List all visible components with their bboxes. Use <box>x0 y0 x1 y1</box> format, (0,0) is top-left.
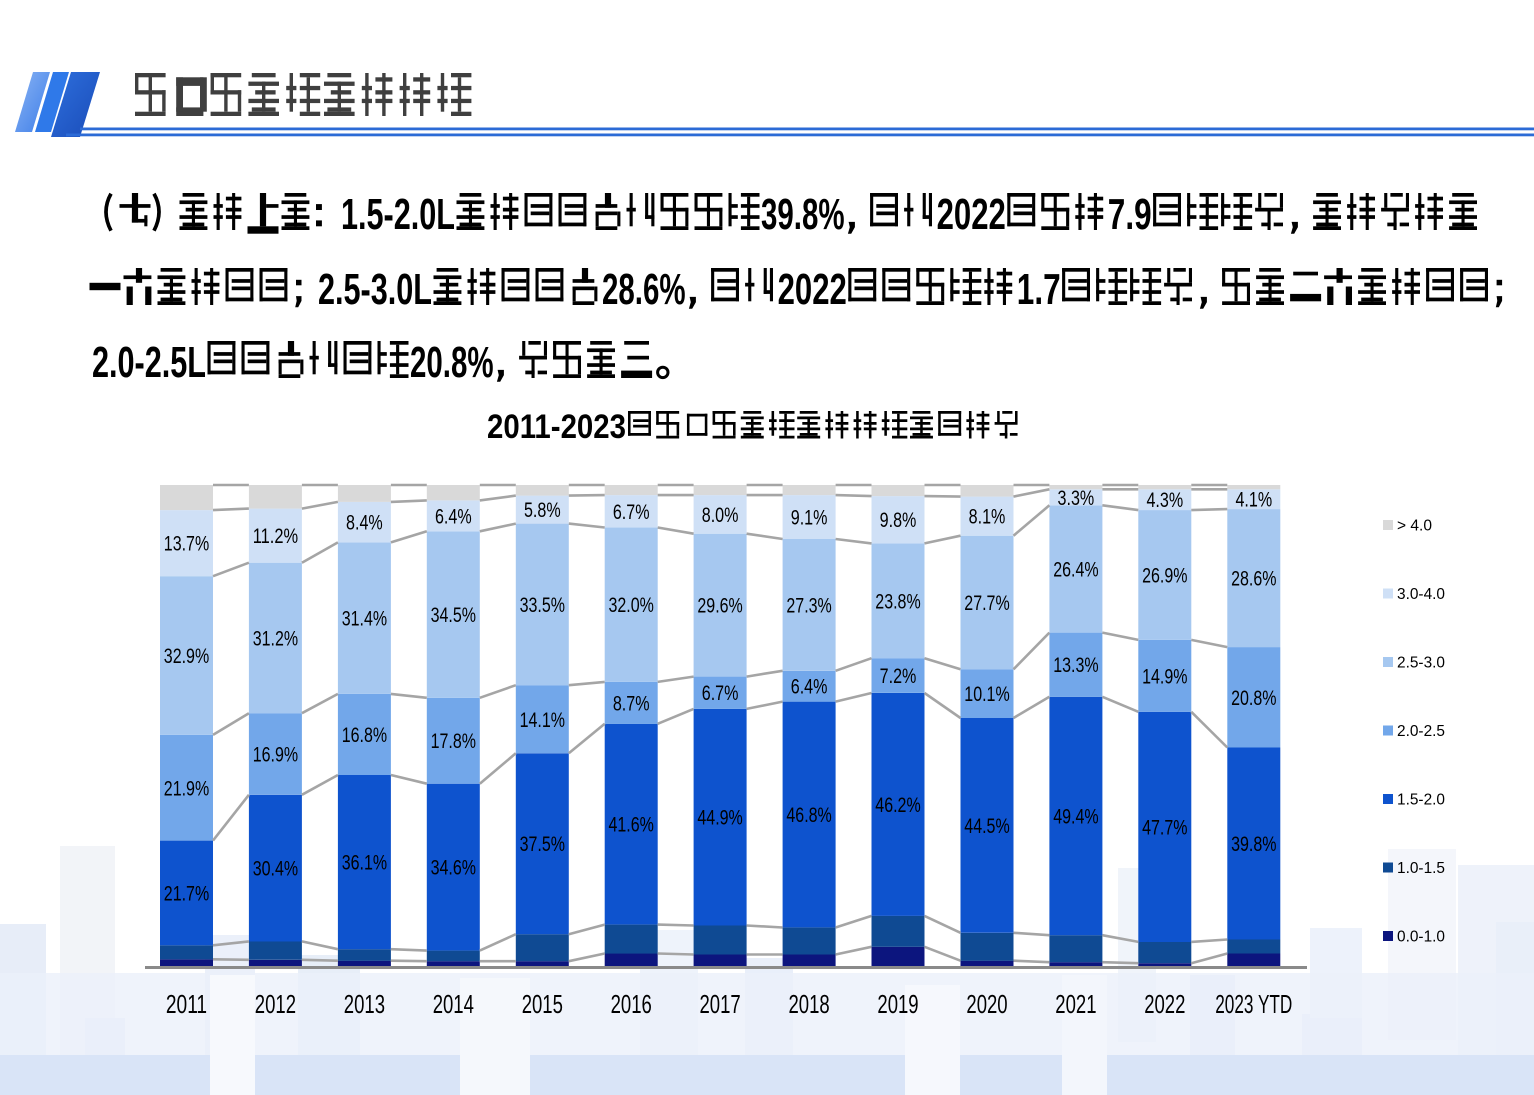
svg-text:31.2%: 31.2% <box>253 628 298 651</box>
svg-text:2019: 2019 <box>877 989 918 1019</box>
svg-text:2022: 2022 <box>937 190 1006 239</box>
svg-text:34.5%: 34.5% <box>431 604 476 627</box>
svg-text:2022: 2022 <box>1144 989 1185 1019</box>
svg-text:2023 YTD: 2023 YTD <box>1215 989 1292 1019</box>
svg-text:2016: 2016 <box>611 989 652 1019</box>
svg-text:13.3%: 13.3% <box>1053 654 1098 677</box>
svg-text:17.8%: 17.8% <box>431 730 476 753</box>
svg-text:9.8%: 9.8% <box>880 509 917 532</box>
svg-text:2018: 2018 <box>789 989 830 1019</box>
svg-text:2012: 2012 <box>255 989 296 1019</box>
svg-text:13.7%: 13.7% <box>164 533 209 556</box>
svg-text:10.1%: 10.1% <box>964 683 1009 706</box>
svg-text:1.5-2.0L: 1.5-2.0L <box>341 190 455 239</box>
svg-text:41.6%: 41.6% <box>609 814 654 837</box>
svg-text:2011-2023: 2011-2023 <box>487 408 626 446</box>
svg-text:2021: 2021 <box>1055 989 1096 1019</box>
svg-text:5.8%: 5.8% <box>524 499 561 522</box>
svg-text:9.1%: 9.1% <box>791 507 828 530</box>
svg-text:1.7: 1.7 <box>1017 265 1061 314</box>
svg-text:2022: 2022 <box>778 265 847 314</box>
svg-text:4.3%: 4.3% <box>1146 489 1183 512</box>
svg-text:27.3%: 27.3% <box>786 594 831 617</box>
svg-text:8.0%: 8.0% <box>702 504 739 527</box>
svg-text:2.0-2.5L: 2.0-2.5L <box>92 338 206 387</box>
svg-text:28.6%: 28.6% <box>602 265 686 314</box>
svg-text:20.8%: 20.8% <box>410 338 494 387</box>
svg-text:6.7%: 6.7% <box>613 501 650 524</box>
svg-text:2.5-3.0L: 2.5-3.0L <box>318 265 432 314</box>
svg-text:21.7%: 21.7% <box>164 883 209 906</box>
svg-text:36.1%: 36.1% <box>342 852 387 875</box>
svg-text:8.7%: 8.7% <box>613 692 650 715</box>
svg-text:39.8%: 39.8% <box>761 190 845 239</box>
svg-text:32.9%: 32.9% <box>164 645 209 668</box>
svg-text:2014: 2014 <box>433 989 474 1019</box>
svg-text:2011: 2011 <box>166 989 207 1019</box>
svg-text:16.8%: 16.8% <box>342 724 387 747</box>
svg-text:1.0-1.5: 1.0-1.5 <box>1397 860 1445 877</box>
svg-text:34.6%: 34.6% <box>431 857 476 880</box>
svg-text:3.0-4.0: 3.0-4.0 <box>1397 586 1445 603</box>
svg-text:2.0-2.5: 2.0-2.5 <box>1397 723 1445 740</box>
svg-text:23.8%: 23.8% <box>875 590 920 613</box>
svg-text:4.1%: 4.1% <box>1235 489 1272 512</box>
svg-text:33.5%: 33.5% <box>520 594 565 617</box>
svg-text:3.3%: 3.3% <box>1058 487 1095 510</box>
svg-text:1.5-2.0: 1.5-2.0 <box>1397 792 1445 809</box>
svg-text:2017: 2017 <box>700 989 741 1019</box>
svg-text:37.5%: 37.5% <box>520 833 565 856</box>
svg-text:14.9%: 14.9% <box>1142 665 1187 688</box>
svg-text:39.8%: 39.8% <box>1231 833 1276 856</box>
svg-text:8.4%: 8.4% <box>346 512 383 535</box>
svg-text:6.4%: 6.4% <box>791 676 828 699</box>
svg-text:11.2%: 11.2% <box>253 525 298 548</box>
svg-text:> 4.0: > 4.0 <box>1397 518 1432 535</box>
svg-text:30.4%: 30.4% <box>253 858 298 881</box>
svg-text:2015: 2015 <box>522 989 563 1019</box>
svg-text:49.4%: 49.4% <box>1053 806 1098 829</box>
svg-text:6.7%: 6.7% <box>702 682 739 705</box>
svg-text:26.9%: 26.9% <box>1142 565 1187 588</box>
svg-text:47.7%: 47.7% <box>1142 816 1187 839</box>
svg-text:28.6%: 28.6% <box>1231 568 1276 591</box>
svg-text:7.9: 7.9 <box>1108 190 1152 239</box>
svg-text:26.4%: 26.4% <box>1053 559 1098 582</box>
svg-text:20.8%: 20.8% <box>1231 687 1276 710</box>
svg-text:21.9%: 21.9% <box>164 777 209 800</box>
svg-text:32.0%: 32.0% <box>609 594 654 617</box>
svg-text:6.4%: 6.4% <box>435 505 472 528</box>
svg-text:31.4%: 31.4% <box>342 608 387 631</box>
svg-text:2020: 2020 <box>966 989 1007 1019</box>
svg-text:7.2%: 7.2% <box>880 665 917 688</box>
svg-text:46.2%: 46.2% <box>875 794 920 817</box>
svg-text:44.9%: 44.9% <box>697 807 742 830</box>
svg-text:2013: 2013 <box>344 989 385 1019</box>
svg-text:16.9%: 16.9% <box>253 744 298 767</box>
svg-text:8.1%: 8.1% <box>969 506 1006 529</box>
svg-text:2.5-3.0: 2.5-3.0 <box>1397 655 1445 672</box>
svg-text:0.0-1.0: 0.0-1.0 <box>1397 929 1445 946</box>
svg-text:46.8%: 46.8% <box>786 804 831 827</box>
svg-text:27.7%: 27.7% <box>964 592 1009 615</box>
svg-text:29.6%: 29.6% <box>697 595 742 618</box>
svg-text:14.1%: 14.1% <box>520 709 565 732</box>
svg-text:44.5%: 44.5% <box>964 815 1009 838</box>
